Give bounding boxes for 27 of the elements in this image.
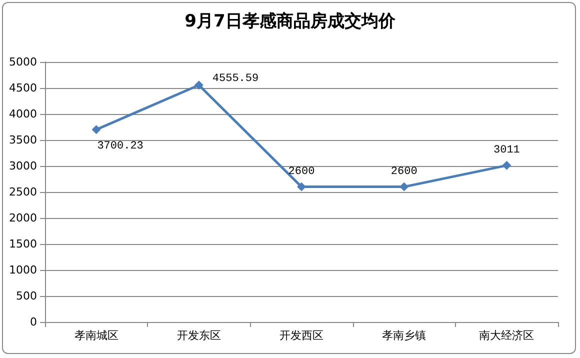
x-tick-label: 孝南城区 [74,329,118,342]
y-tick-label: 2500 [9,186,37,198]
data-label: 3011 [493,144,520,156]
y-tick-label: 500 [16,290,37,302]
data-label: 2600 [390,166,418,178]
y-tick-label: 4500 [9,82,37,94]
x-tick-label: 开发东区 [176,329,221,342]
y-tick-label: 1000 [9,264,37,276]
data-label: 3700.23 [97,140,144,153]
point [92,125,101,134]
y-tick-label: 0 [30,316,37,328]
x-tick-label: 孝南乡镇 [382,329,426,342]
x-tick-label: 开发西区 [280,329,324,342]
chart-title: 9月7日孝感商品房成交均价 [184,12,396,32]
point [502,160,512,170]
y-tick-label: 3000 [9,160,37,172]
y-tick-label: 5000 [9,56,37,68]
point [194,80,204,90]
x-tick-label: 南大经济区 [479,329,534,342]
point [400,182,409,192]
data-label: 4555.59 [212,73,259,86]
y-tick-label: 1500 [9,238,37,250]
point [297,182,306,192]
y-tick-label: 2000 [9,212,37,224]
data-label: 2600 [288,166,315,178]
y-tick-label: 4000 [9,108,37,120]
y-tick-label: 3500 [9,134,37,146]
